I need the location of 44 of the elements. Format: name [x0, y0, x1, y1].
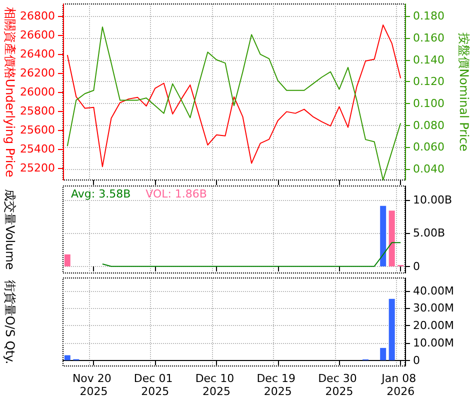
x-tick-label: Dec 19 2025 — [256, 372, 299, 398]
y-tick-label: 26800 — [20, 9, 55, 22]
x-tick-label: Dec 30 2025 — [318, 372, 360, 398]
y-tick-label: 26200 — [20, 66, 55, 80]
y-tick-label: 10.00M — [413, 336, 454, 350]
x-tick-label: Jan 08 2026 — [380, 372, 420, 398]
y-tick-label: 20.00M — [413, 319, 454, 332]
line-series — [102, 242, 402, 267]
y-tick-label: 40.00M — [413, 284, 454, 298]
text: Avg: 3.58B — [71, 188, 131, 200]
bar — [64, 355, 70, 360]
y-axis-title: 相關資產價格Underlying Price — [3, 6, 17, 178]
y-tick-label: 30.00M — [413, 302, 454, 315]
y2-tick-label: 0.160 — [413, 31, 444, 44]
y2-tick-label: 0.080 — [413, 118, 444, 132]
y2-tick-label: 0.120 — [413, 75, 444, 88]
bar — [388, 298, 395, 360]
y-tick-label: 26000 — [20, 86, 55, 99]
bar — [380, 206, 386, 266]
y-axis-title: 街貨量O/S Qty. — [3, 280, 17, 364]
y-tick-label: 25600 — [20, 124, 55, 137]
y-axis-title: 成交量Volume — [3, 189, 17, 270]
bar — [380, 348, 386, 360]
y2-tick-label: 0.040 — [413, 162, 444, 176]
y2-axis-title: 按盤價Nominal Price — [457, 32, 471, 152]
bar — [64, 254, 70, 266]
bar — [388, 210, 395, 266]
y-tick-label: 10.00B — [413, 193, 452, 206]
y2-tick-label: 0.140 — [413, 53, 444, 66]
y2-tick-label: 0.060 — [413, 140, 444, 154]
x-tick-label: Dec 01 2025 — [134, 372, 176, 398]
y2-tick-label: 0.100 — [413, 96, 444, 110]
y-tick-label: 5.00B — [413, 226, 446, 240]
x-tick-label: Dec 10 2025 — [195, 372, 238, 398]
y2-tick-label: 0.180 — [413, 10, 444, 23]
y-tick-label: 25800 — [20, 104, 55, 118]
y-tick-label: 26600 — [20, 28, 55, 42]
y-tick-label: 25400 — [20, 142, 55, 156]
y-tick-label: 26400 — [20, 48, 55, 61]
x-tick-label: Nov 20 2025 — [72, 372, 115, 398]
text: VOL: 1.86B — [146, 188, 207, 200]
y-tick-label: 25200 — [20, 162, 55, 175]
y-tick-label: 0 — [413, 354, 420, 367]
y-tick-label: 0 — [413, 260, 420, 273]
